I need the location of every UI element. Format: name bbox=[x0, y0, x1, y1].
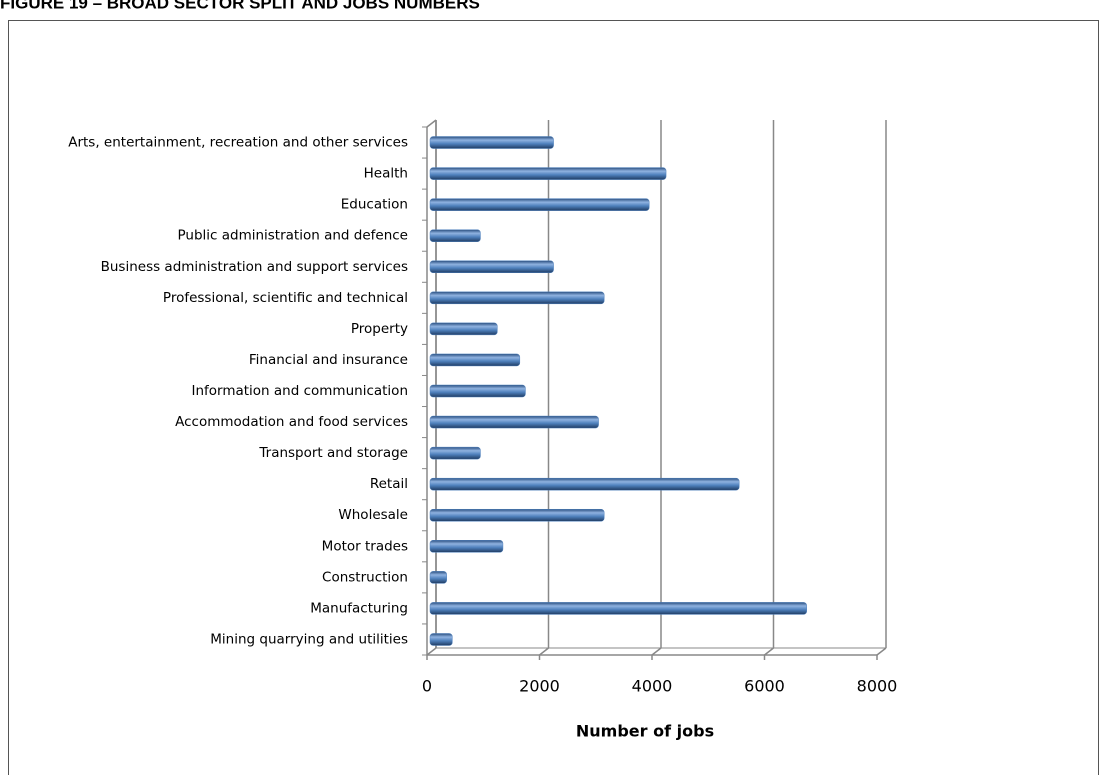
bar bbox=[429, 540, 504, 553]
y-tick-label: Accommodation and food services bbox=[175, 414, 408, 430]
bar bbox=[429, 415, 599, 429]
bar bbox=[429, 167, 667, 180]
y-tick-label: Education bbox=[341, 197, 408, 213]
chart-title: FIGURE 19 – BROAD SECTOR SPLIT AND JOBS … bbox=[0, 0, 480, 12]
y-tick-label: Health bbox=[364, 166, 408, 182]
bar bbox=[429, 508, 605, 522]
bar bbox=[429, 446, 481, 460]
bar bbox=[429, 633, 453, 646]
x-tick-label: 4000 bbox=[632, 677, 673, 696]
grid-floor bbox=[876, 647, 887, 656]
y-tick-label: Construction bbox=[322, 569, 408, 585]
y-tick-label: Transport and storage bbox=[258, 445, 408, 461]
x-tick-label: 2000 bbox=[519, 677, 560, 696]
bar bbox=[429, 353, 521, 367]
bar bbox=[429, 260, 554, 274]
y-tick-label: Business administration and support serv… bbox=[101, 259, 408, 275]
bar bbox=[429, 322, 498, 336]
bar bbox=[429, 291, 605, 305]
bar bbox=[429, 229, 481, 242]
y-tick-label: Public administration and defence bbox=[177, 228, 408, 244]
bar bbox=[429, 602, 807, 615]
bar bbox=[429, 136, 554, 149]
x-tick-label: 8000 bbox=[857, 677, 898, 696]
grid-floor bbox=[539, 647, 549, 656]
bar bbox=[429, 198, 650, 211]
axis-left-top bbox=[426, 119, 437, 128]
grid-floor bbox=[651, 647, 662, 656]
y-tick-label: Arts, entertainment, recreation and othe… bbox=[68, 135, 408, 151]
y-tick-label: Manufacturing bbox=[310, 600, 408, 616]
chart-frame bbox=[8, 20, 1099, 775]
y-tick-label: Financial and insurance bbox=[249, 352, 408, 368]
x-axis-title: Number of jobs bbox=[576, 722, 714, 741]
y-tick-label: Mining quarrying and utilities bbox=[210, 631, 408, 647]
bar bbox=[429, 571, 447, 584]
x-tick-label: 0 bbox=[422, 677, 432, 696]
x-tick-label: 6000 bbox=[744, 677, 785, 696]
bar bbox=[429, 477, 740, 491]
grid-floor bbox=[764, 647, 774, 656]
y-tick-label: Motor trades bbox=[322, 538, 408, 554]
y-tick-label: Wholesale bbox=[338, 507, 408, 523]
y-tick-label: Professional, scientific and technical bbox=[163, 290, 408, 306]
grid-floor bbox=[426, 647, 437, 656]
bar bbox=[429, 384, 526, 398]
y-tick-label: Retail bbox=[370, 476, 408, 492]
y-tick-label: Property bbox=[351, 321, 408, 337]
y-tick-label: Information and communication bbox=[191, 383, 408, 399]
